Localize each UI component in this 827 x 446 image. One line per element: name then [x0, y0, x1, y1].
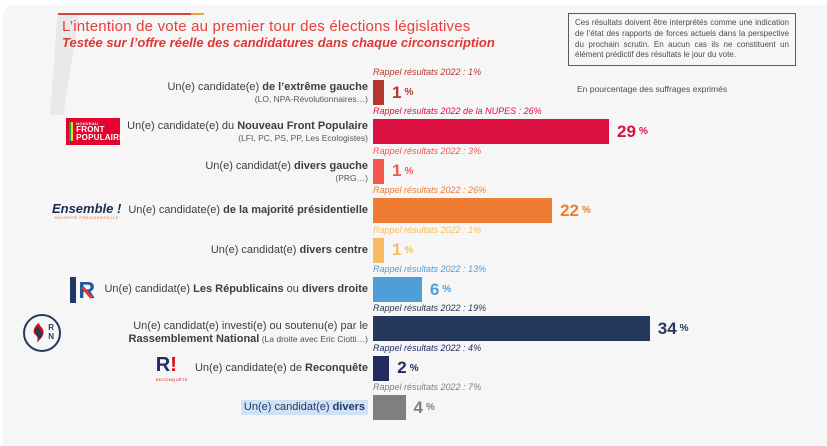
nfp-logo: NOUVEAU FRONT POPULAIRE [66, 118, 124, 146]
value-number: 6 [429, 279, 440, 299]
chart-row: Un(e) candidate(e) de l’extrême gauche (L… [0, 67, 827, 107]
row-label: Un(e) candidat(e) investi(e) ou soutenu(… [128, 320, 368, 346]
value-label: 22 % [560, 198, 591, 223]
reconquete-logo: R! RECONQUÊTE [155, 354, 188, 383]
row-label-sub: (PRG…) [335, 172, 368, 183]
row-label: Un(e) candidat(e) divers centre [210, 243, 368, 256]
bar [373, 355, 390, 381]
methodology-note-box: Ces résultats doivent être interprétés c… [568, 13, 796, 67]
row-label-zone: R Un(e) candidat(e) Les Républicains ou d… [0, 275, 368, 304]
row-label: Un(e) candidat(e) Les Républicains ou di… [104, 282, 368, 295]
percent-sign: % [638, 126, 648, 138]
row-label-sub: (LO, NPA-Révolutionnaires…) [254, 94, 368, 104]
percent-sign: % [409, 362, 419, 374]
row-label-zone: Un(e) candidate(e) de l’extrême gauche (L… [0, 78, 368, 107]
value-number: 29 [617, 121, 636, 141]
rappel-2022-label: Rappel résultats 2022 de la NUPES : 26% [373, 106, 542, 117]
rn-logo: R N [23, 314, 61, 353]
chart-row: Un(e) candidat(e) divers centre Rappel r… [0, 225, 827, 265]
value-label: 1 % [392, 238, 413, 263]
chart-row: Ensemble ! MAJORITÉ PRÉSIDENTIELLE Un(e) c… [0, 185, 827, 225]
value-label: 34 % [658, 316, 689, 341]
chart-row: Un(e) candidat(e) divers Rappel résultat… [0, 382, 827, 422]
value-label: 4 % [414, 395, 435, 420]
rappel-2022-label: Rappel résultats 2022 : 1% [373, 67, 482, 77]
row-label: Un(e) candidate(e) de la majorité présid… [128, 204, 368, 217]
bar [373, 277, 422, 302]
value-label: 6 % [430, 277, 451, 302]
ensemble-logo: Ensemble ! MAJORITÉ PRÉSIDENTIELLE [51, 200, 122, 220]
value-label: 1 % [392, 159, 413, 184]
rappel-2022-label: Rappel résultats 2022 : 19% [373, 303, 487, 314]
bar [373, 198, 553, 224]
rappel-2022-label: Rappel résultats 2022 : 1% [373, 224, 482, 235]
unit-note: En pourcentage des suffrages exprimés [577, 84, 728, 94]
bar [373, 158, 384, 184]
lr-logo: R [70, 276, 97, 303]
value-number: 2 [397, 358, 407, 378]
percent-sign: % [404, 244, 414, 256]
value-number: 4 [413, 397, 424, 417]
percent-sign: % [404, 87, 414, 98]
chart-row: R! RECONQUÊTE Un(e) candidate(e) de Reconq… [0, 343, 827, 383]
row-label-zone: R! RECONQUÊTE Un(e) candidate(e) de Reconq… [0, 354, 368, 383]
chart-row: NOUVEAU FRONT POPULAIRE Un(e) candidate(e) … [0, 106, 827, 146]
row-label-zone: Un(e) candidat(e) divers gauche (PRG…) [0, 157, 368, 186]
bar [373, 395, 406, 421]
row-label-zone: Un(e) candidat(e) divers centre [0, 236, 368, 265]
bar [373, 119, 610, 145]
value-label: 1 % [392, 80, 413, 105]
row-label-zone: Ensemble ! MAJORITÉ PRÉSIDENTIELLE Un(e) c… [0, 196, 368, 225]
value-number: 34 [657, 318, 677, 338]
percent-sign: % [404, 165, 414, 177]
value-number: 1 [392, 82, 402, 102]
value-label: 2 % [397, 356, 418, 381]
background-panel [3, 5, 827, 446]
page-title: L’intention de vote au premier tour des … [62, 18, 471, 35]
rappel-2022-label: Rappel résultats 2022 : 26% [373, 185, 487, 196]
row-label: Un(e) candidate(e) de Reconquête [194, 361, 368, 374]
row-label-zone: R N Un(e) candidat(e) investi(e) ou soute… [0, 314, 368, 353]
bar [373, 237, 384, 263]
percent-sign: % [442, 284, 452, 295]
bar [373, 80, 384, 105]
value-number: 1 [392, 161, 402, 181]
chart-row: R Un(e) candidat(e) Les Républicains ou d… [0, 264, 827, 304]
value-number: 1 [392, 240, 402, 260]
row-label: Un(e) candidate(e) du Nouveau Front Popu… [127, 120, 368, 144]
row-label: Un(e) candidat(e) divers gauche (PRG…) [205, 159, 368, 183]
title-underline [58, 13, 204, 15]
row-label: Un(e) candidat(e) divers [240, 400, 368, 416]
rappel-2022-label: Rappel résultats 2022 : 13% [373, 264, 487, 274]
rappel-2022-label: Rappel résultats 2022 : 3% [373, 145, 482, 156]
rappel-2022-label: Rappel résultats 2022 : 7% [373, 382, 482, 393]
percent-sign: % [426, 402, 435, 414]
row-label-sub: (LFI, PC, PS, PP, Les Ecologistes) [238, 133, 368, 144]
percent-sign: % [679, 323, 689, 335]
page-subtitle: Testée sur l’offre réelle des candidatur… [62, 35, 495, 50]
row-label-zone: NOUVEAU FRONT POPULAIRE Un(e) candidate(e) … [0, 117, 368, 146]
percent-sign: % [582, 205, 591, 217]
row-label: Un(e) candidate(e) de l’extrême gauche (L… [167, 80, 368, 104]
chart-row: R N Un(e) candidat(e) investi(e) ou soute… [0, 303, 827, 353]
rappel-2022-label: Rappel résultats 2022 : 4% [373, 342, 482, 353]
bar [373, 316, 650, 342]
value-label: 29 % [617, 119, 648, 144]
value-number: 22 [560, 200, 579, 220]
chart-row: Un(e) candidat(e) divers gauche (PRG…) Ra… [0, 146, 827, 186]
row-label-zone: Un(e) candidat(e) divers [0, 393, 368, 422]
